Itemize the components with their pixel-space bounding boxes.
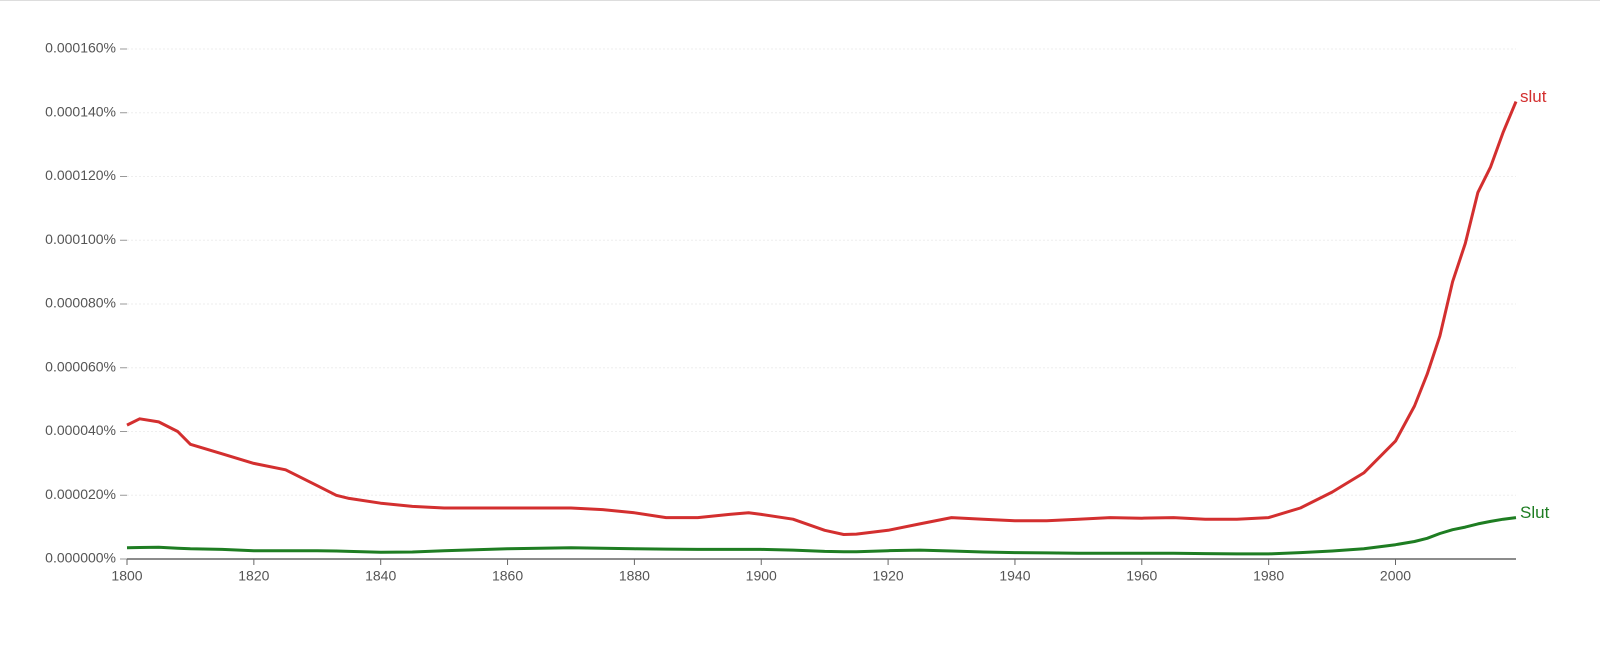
y-tick-label: 0.000100% [45,231,116,247]
x-tick-label: 1920 [873,568,904,584]
line [126,101,1518,536]
y-tick-label: 0.000040% [45,422,116,438]
x-tick-label: 1960 [1126,568,1157,584]
line [126,516,1517,556]
y-tick-label: 0.000020% [45,486,116,502]
x-tick-label: 1900 [746,568,777,584]
y-tick-label: 0.000140% [45,103,116,119]
y-tick-label: 0.000080% [45,295,116,311]
x-tick-label: 2000 [1380,568,1411,584]
series-label: slut [1520,87,1547,106]
x-tick-label: 1840 [365,568,396,584]
x-tick-label: 1940 [999,568,1030,584]
x-tick-label: 1880 [619,568,650,584]
series-label: Slut [1520,503,1550,522]
y-tick-label: 0.000160% [45,40,116,56]
y-tick-label: 0.000000% [45,550,116,566]
x-tick-label: 1800 [111,568,142,584]
x-tick-label: 1980 [1253,568,1284,584]
x-tick-label: 1820 [238,568,269,584]
x-tick-label: 1860 [492,568,523,584]
y-tick-label: 0.000060% [45,358,116,374]
y-tick-label: 0.000120% [45,167,116,183]
